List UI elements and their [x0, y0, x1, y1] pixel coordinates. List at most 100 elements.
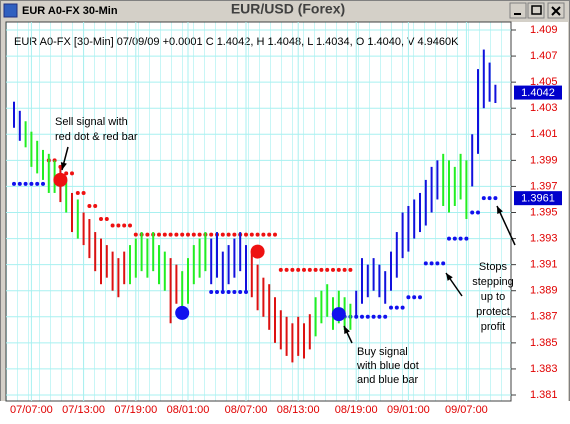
stop-dot: [290, 267, 295, 272]
stop-dot: [418, 295, 422, 300]
stop-dot: [133, 232, 138, 237]
x-tick-label: 07/07:00: [10, 404, 53, 416]
signal-dot: [250, 244, 265, 259]
stop-dot: [162, 232, 167, 237]
window-title: EUR A0-FX 30-Min: [22, 5, 118, 17]
stop-dot: [220, 290, 225, 295]
stop-dot: [371, 314, 376, 319]
chart-title: EUR/USD (Forex): [231, 1, 345, 17]
plot-border: [5, 21, 512, 402]
stop-dot: [93, 203, 98, 208]
arrow-head: [446, 273, 453, 281]
stop-dot: [197, 232, 202, 237]
stop-dot: [220, 232, 225, 237]
stop-dot: [487, 196, 492, 201]
stop-dot: [365, 314, 370, 319]
annotation: up to: [481, 291, 505, 303]
stop-dot: [81, 190, 86, 195]
stop-dot: [122, 223, 127, 228]
stop-dot: [423, 261, 428, 266]
arrow-head: [60, 162, 67, 170]
stop-dot: [87, 203, 92, 208]
stop-dot: [12, 181, 16, 186]
signal-dot: [175, 305, 190, 320]
plot-background: [6, 22, 511, 401]
annotation: with blue dot: [356, 360, 419, 372]
stop-dot: [238, 290, 243, 295]
stop-dot: [255, 232, 260, 237]
price-label: 1.3961: [521, 193, 555, 205]
annotation: profit: [481, 321, 505, 333]
stop-dot: [325, 267, 330, 272]
stop-dot: [296, 267, 301, 272]
stop-dot: [435, 261, 440, 266]
stop-dot: [110, 223, 115, 228]
maximize-icon: [531, 5, 542, 15]
x-tick-label: 08/07:00: [225, 404, 268, 416]
stop-dot: [261, 232, 266, 237]
y-tick-label: 1.403: [530, 102, 558, 114]
y-tick-label: 1.399: [530, 154, 558, 166]
x-tick-label: 09/01:00: [387, 404, 430, 416]
stop-dot: [342, 267, 347, 272]
y-tick-label: 1.383: [530, 363, 558, 375]
stop-dot: [226, 232, 231, 237]
y-tick-label: 1.409: [530, 24, 558, 36]
stop-dot: [441, 261, 446, 266]
minimize-button[interactable]: [509, 2, 527, 19]
stop-dot: [458, 236, 463, 241]
x-tick-label: 08/13:00: [277, 404, 320, 416]
stop-dot: [116, 223, 121, 228]
stop-dot: [180, 232, 185, 237]
stop-dot: [209, 290, 214, 295]
stop-dot: [470, 210, 475, 215]
stop-dot: [481, 196, 486, 201]
stop-dot: [267, 232, 272, 237]
x-tick-label: 07/13:00: [62, 404, 105, 416]
y-tick-label: 1.393: [530, 232, 558, 244]
x-tick-label: 08/01:00: [167, 404, 210, 416]
stop-dot: [244, 232, 248, 237]
stop-dot: [226, 290, 231, 295]
time-axis-area: [0, 401, 570, 424]
price-axis-area: [511, 22, 568, 401]
stop-dot: [360, 314, 364, 319]
price-label-box: [514, 85, 562, 100]
stop-dot: [249, 232, 254, 237]
stop-dot: [145, 232, 150, 237]
stop-dot: [302, 267, 306, 272]
annotation: red dot & red bar: [55, 131, 138, 143]
close-icon: [551, 6, 561, 16]
stop-dot: [348, 267, 353, 272]
stop-dot: [447, 236, 451, 241]
stop-dot: [17, 181, 22, 186]
stop-dot: [284, 267, 289, 272]
x-tick-label: 09/07:00: [445, 404, 488, 416]
stop-dot: [313, 267, 318, 272]
annotation: stepping: [472, 276, 514, 288]
y-tick-label: 1.395: [530, 206, 558, 218]
stop-dot: [377, 314, 382, 319]
stop-dot: [128, 223, 132, 228]
stop-dot: [23, 181, 28, 186]
stop-dot: [336, 267, 341, 272]
y-tick-label: 1.381: [530, 389, 558, 401]
stop-dot: [383, 314, 388, 319]
annotation: Buy signal: [357, 346, 408, 358]
stop-dot: [29, 181, 34, 186]
window-icon[interactable]: [3, 3, 18, 18]
stop-dot: [464, 236, 469, 241]
stop-dot: [168, 232, 173, 237]
stop-dot: [64, 171, 69, 176]
stop-dot: [319, 267, 324, 272]
signal-dot: [53, 172, 68, 187]
annotation: and blue bar: [357, 374, 418, 386]
stop-dot: [232, 232, 237, 237]
stop-dot: [104, 217, 109, 222]
stop-dot: [493, 196, 498, 201]
stop-dot: [35, 181, 40, 186]
y-tick-label: 1.401: [530, 128, 558, 140]
stop-dot: [99, 217, 103, 222]
